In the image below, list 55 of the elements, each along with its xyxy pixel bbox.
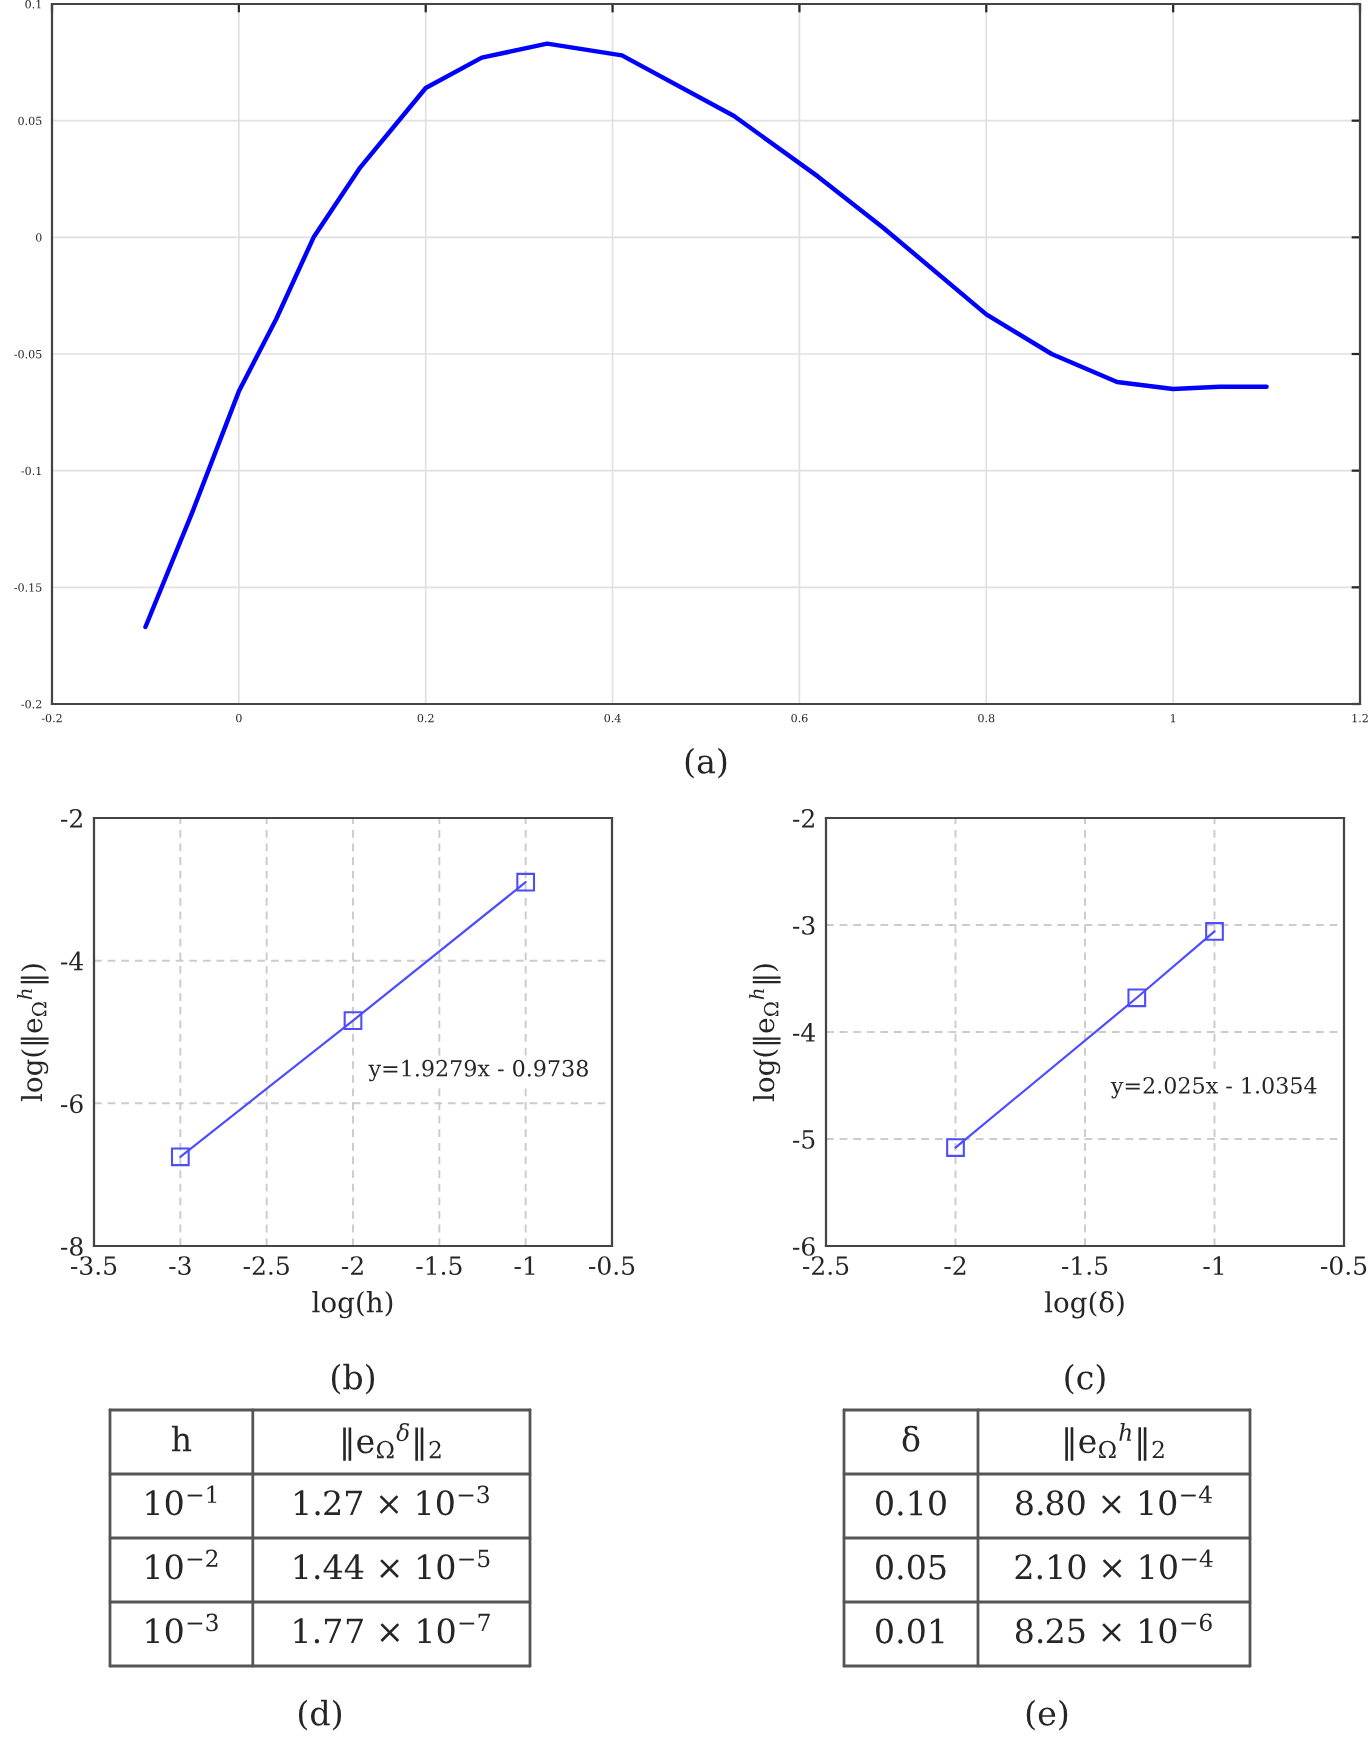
text: h xyxy=(171,1425,192,1452)
text: 10$^{−3}$ xyxy=(146,1613,218,1644)
line-series xyxy=(143,41,1269,630)
y-tick-label: -6 xyxy=(793,1236,815,1256)
x-tick-label: -3.5 xyxy=(70,1256,117,1276)
x-tick-label: -2.5 xyxy=(243,1256,289,1276)
x-tick-label: -3 xyxy=(169,1256,191,1276)
x-tick-label: -1 xyxy=(514,1256,535,1275)
x-tick-label: -1.5 xyxy=(1061,1256,1108,1276)
text: ‖e$_{Ω}$$^{δ}$‖$_{2}$ xyxy=(343,1423,441,1461)
y-tick-label: -4 xyxy=(793,1022,816,1042)
text: 8.25 × 10$^{−6}$ xyxy=(1015,1613,1212,1644)
y-axis-title: log(‖e$_{Ω}$$^{h}$‖) xyxy=(749,964,781,1102)
point xyxy=(343,1011,363,1030)
y-axis-title: log(‖e$_{Ω}$$^{h}$‖) xyxy=(17,964,49,1102)
text: (d) xyxy=(298,1699,342,1731)
y-tick-label: -5 xyxy=(793,1130,815,1149)
text: (c) xyxy=(1065,1363,1105,1395)
text: (a) xyxy=(685,747,727,779)
y-tick-label: -2 xyxy=(793,808,814,828)
x-axis-title: log(δ) xyxy=(1044,1291,1124,1319)
text: ‖e$_{Ω}$$^{h}$‖$_{2}$ xyxy=(1065,1423,1164,1461)
x-tick-label: -1.5 xyxy=(416,1256,462,1276)
text: 10$^{−2}$ xyxy=(146,1549,218,1580)
text: 1.77 × 10$^{−7}$ xyxy=(294,1613,490,1644)
text: 0.10 xyxy=(876,1490,946,1516)
x-tick-label: -0.5 xyxy=(588,1256,635,1276)
annotation: y=2.025x - 1.0354 xyxy=(1110,1076,1317,1099)
y-tick-label: -4 xyxy=(61,951,84,971)
point xyxy=(1205,922,1224,941)
x-tick-label: -1 xyxy=(1203,1256,1224,1275)
y-tick-label: -8 xyxy=(61,1236,83,1256)
text: 0.05 xyxy=(876,1554,946,1580)
x-tick-label: -2 xyxy=(341,1256,363,1275)
x-axis-title: log(h) xyxy=(312,1291,393,1319)
x-tick-label: -0.5 xyxy=(1320,1256,1367,1276)
x-tick-label: -2.5 xyxy=(802,1256,849,1276)
text: 10$^{−1}$ xyxy=(146,1485,217,1516)
x-tick-label: -2 xyxy=(944,1256,966,1275)
text: (e) xyxy=(1026,1699,1068,1731)
y-tick-label: -6 xyxy=(61,1094,83,1114)
point xyxy=(946,1138,965,1157)
y-tick-label: -3 xyxy=(793,915,815,935)
text: 8.80 × 10$^{−4}$ xyxy=(1016,1485,1212,1516)
point xyxy=(170,1147,190,1167)
text: 1.44 × 10$^{−5}$ xyxy=(294,1549,490,1580)
text: 0.01 xyxy=(876,1618,944,1644)
point xyxy=(1127,988,1147,1008)
point xyxy=(516,872,536,892)
text: δ xyxy=(902,1425,920,1452)
text: (b) xyxy=(331,1363,375,1395)
text: 2.10 × 10$^{−4}$ xyxy=(1015,1549,1213,1580)
text: 1.27 × 10$^{−3}$ xyxy=(295,1485,489,1516)
annotation: y=1.9279x - 0.9738 xyxy=(368,1059,588,1082)
y-tick-label: -2 xyxy=(61,808,82,828)
